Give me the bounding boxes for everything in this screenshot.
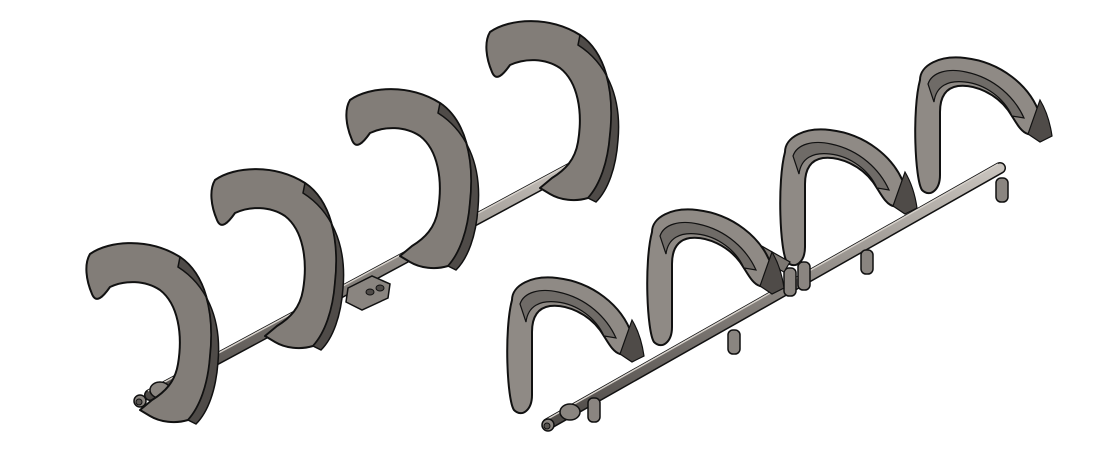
flat-plate-2 xyxy=(210,168,345,351)
flat-plate-1 xyxy=(85,242,220,425)
framed-hook-2 xyxy=(646,208,785,355)
left-bracket xyxy=(345,275,391,311)
framed-hook-1 xyxy=(506,276,645,423)
right-shaft-end xyxy=(541,403,581,432)
flat-plate-shaft-assembly xyxy=(85,20,620,425)
flat-plate-3 xyxy=(345,88,480,271)
framed-hook-3 xyxy=(779,128,918,275)
framed-hook-4 xyxy=(914,56,1053,203)
flat-plate-4 xyxy=(485,20,620,203)
framed-hook-shaft-assembly xyxy=(506,56,1053,432)
